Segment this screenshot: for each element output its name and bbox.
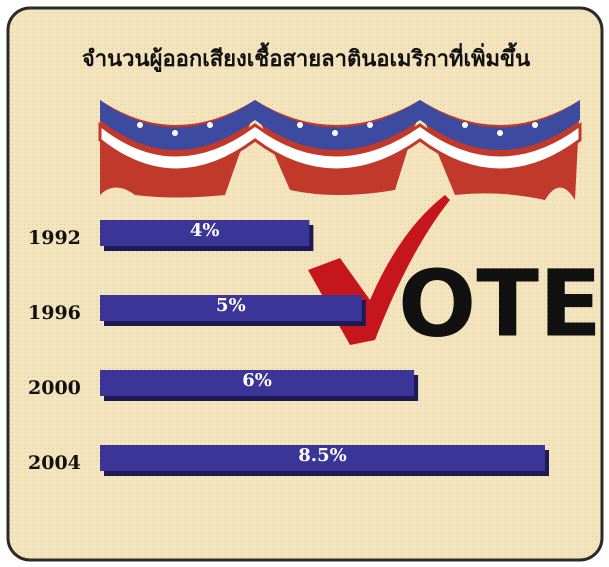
bar (100, 295, 362, 321)
chart-title: จำนวนผู้ออกเสียงเชื้อสายลาตินอเมริกาที่เ… (82, 42, 530, 73)
y-tick-label: 2000 (28, 377, 81, 399)
y-tick-label: 1996 (28, 302, 81, 324)
bar (100, 220, 310, 246)
y-tick-label: 2004 (28, 452, 81, 474)
bunting (98, 100, 582, 200)
value-label: 4% (190, 220, 220, 241)
bar (100, 445, 545, 471)
value-label: 8.5% (298, 445, 346, 466)
value-label: 6% (242, 370, 272, 391)
value-label: 5% (216, 295, 246, 316)
y-tick-label: 1992 (28, 227, 81, 249)
vote-text: OTE (398, 250, 602, 357)
bar (100, 370, 415, 396)
